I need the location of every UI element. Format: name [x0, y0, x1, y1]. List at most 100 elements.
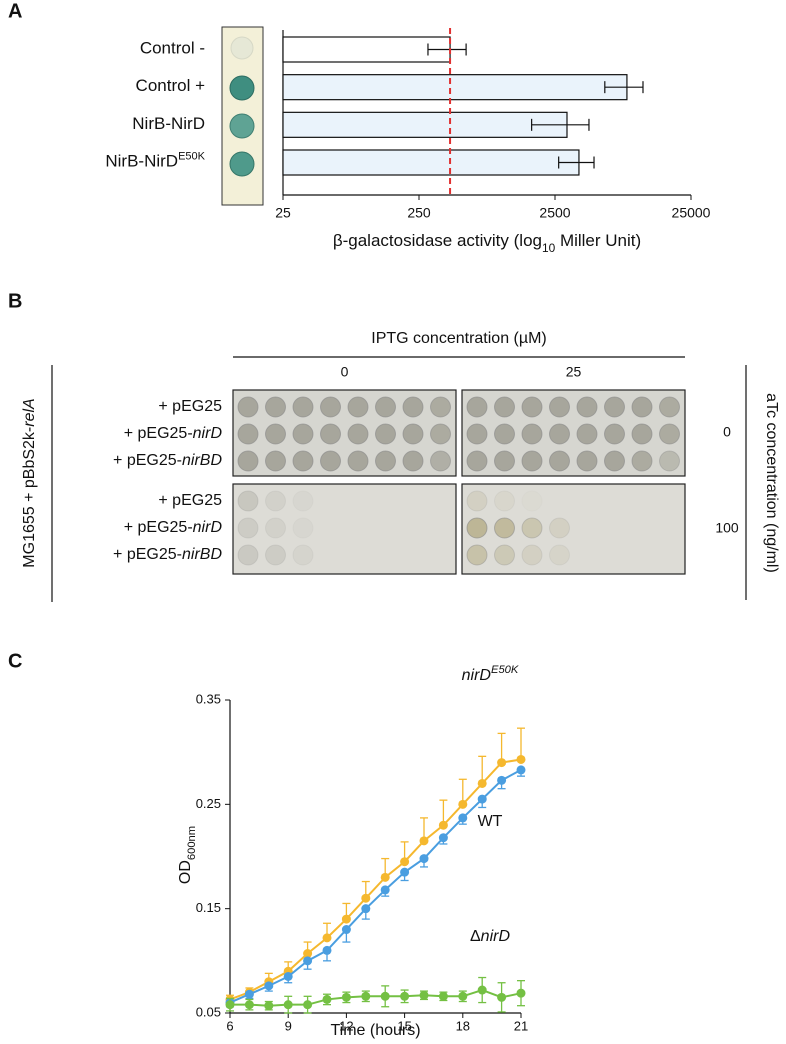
bar [282, 36, 451, 63]
row-label: 0 [723, 424, 731, 440]
colony-spot [522, 491, 542, 511]
colony-spot [265, 450, 286, 472]
colony-spot [375, 423, 396, 445]
colony-spot [292, 450, 314, 472]
x-axis-label: β-galactosidase activity (log10 Miller U… [333, 231, 641, 255]
colony-spot [292, 396, 314, 418]
error-bar [517, 727, 525, 760]
colony-spot [549, 396, 570, 418]
y-tick-label: 0.05 [196, 1004, 221, 1019]
series-line [230, 988, 522, 1007]
colony-spot [292, 423, 314, 445]
colony-spot [631, 450, 653, 472]
x-tick-label: 2500 [539, 205, 570, 221]
plasmid-label: + pEG25 [158, 398, 222, 415]
colony-spot [292, 517, 314, 539]
colony-spot [466, 517, 488, 539]
category-text: Control + [136, 77, 206, 96]
series-marker [322, 994, 332, 1004]
plasmid-label-part: + pEG25- [113, 452, 182, 469]
series-label-part: nirD [462, 667, 492, 684]
x-tick-label: 25 [275, 205, 291, 221]
series-marker [458, 813, 468, 823]
colony-spot [494, 544, 515, 566]
bar [282, 74, 628, 101]
colony-spot [237, 517, 259, 539]
plasmid-label-part: + pEG25- [113, 546, 182, 563]
series-marker [283, 971, 293, 981]
error-bar [558, 156, 595, 169]
series-marker [477, 778, 487, 788]
series-marker [380, 872, 390, 882]
series-marker [225, 1000, 235, 1010]
spot [229, 113, 255, 139]
bar [282, 111, 568, 138]
plasmid-label: + pEG25-nirD [124, 519, 223, 536]
colony-spot [375, 396, 396, 418]
series-marker [419, 990, 429, 1000]
x-tick-label: 21 [514, 1018, 528, 1033]
spot [229, 151, 255, 177]
plasmid-label-part: + pEG25- [124, 519, 193, 536]
series-label-part: Δ [470, 928, 481, 945]
colony-spot [237, 396, 259, 418]
colony-spot [576, 450, 598, 472]
colony-spot [347, 450, 369, 472]
colony-spot [430, 423, 451, 445]
series-marker [303, 949, 313, 959]
series-marker [341, 914, 351, 924]
colony-spot [576, 423, 598, 445]
colony-spot [521, 396, 543, 418]
plasmid-label: + pEG25 [158, 492, 222, 509]
series-marker [303, 956, 313, 966]
category-label: Control - [140, 39, 205, 58]
series-marker [400, 857, 410, 867]
colony-spot [265, 490, 286, 512]
series-marker [244, 1000, 254, 1010]
colony-spot [494, 396, 515, 418]
colony-spot [466, 544, 488, 566]
series-marker [477, 985, 487, 995]
series-marker [458, 991, 468, 1001]
series-marker [264, 981, 274, 991]
bar [282, 149, 580, 176]
series-label: nirDE50K [462, 664, 519, 684]
series-line [229, 769, 522, 1004]
plasmid-label-part: nirD [193, 425, 223, 442]
x-tick-label: 9 [285, 1018, 292, 1033]
colony-spot [237, 544, 259, 566]
category-text: NirB-NirD [132, 114, 205, 133]
series-marker [497, 758, 507, 768]
x-tick-label: 250 [407, 205, 431, 221]
category-superscript: E50K [178, 150, 206, 162]
series-marker [380, 991, 390, 1001]
series-marker [438, 991, 448, 1001]
y-axis-label: OD600nm [177, 826, 198, 884]
column-label: 0 [341, 364, 349, 380]
series-label-part: E50K [491, 664, 519, 676]
colony-spot [402, 396, 424, 418]
series-marker [419, 836, 429, 846]
colony-spot [292, 544, 314, 566]
series-marker [477, 794, 487, 804]
category-text: NirB-NirD [105, 152, 178, 171]
y-axis-label-part: 600nm [186, 826, 198, 860]
series-label: ΔnirD [470, 928, 510, 945]
category-text: Control - [140, 39, 205, 58]
series-marker [516, 988, 526, 998]
colony-spot [521, 544, 543, 566]
series-marker [380, 885, 390, 895]
x-tick-label: 6 [226, 1018, 233, 1033]
series-marker [361, 893, 371, 903]
plasmid-label-part: + pEG25 [158, 398, 222, 415]
colony-spot [292, 490, 314, 512]
colony-spot [466, 396, 488, 418]
plasmid-label-part: + pEG25- [124, 425, 193, 442]
colony-spot [237, 423, 259, 445]
series-marker [516, 765, 526, 775]
colony-spot [604, 423, 625, 445]
colony-spot [521, 423, 543, 445]
x-axis-label-part: 10 [542, 241, 556, 255]
colony-spot [466, 423, 488, 445]
